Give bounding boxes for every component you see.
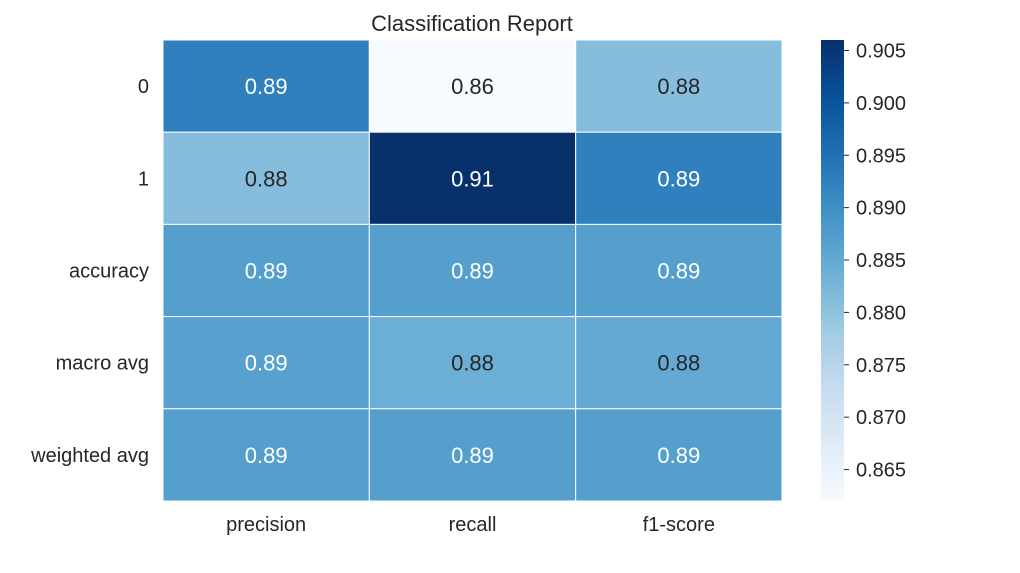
column-label: f1-score [643, 514, 715, 536]
colorbar-tick-label: 0.865 [856, 460, 906, 482]
heatmap-cell [368, 131, 577, 225]
colorbar-tick-label: 0.880 [856, 302, 906, 324]
cell-annotation: 0.89 [245, 74, 288, 99]
cell-annotation: 0.89 [245, 259, 288, 284]
colorbar-tick-label: 0.895 [856, 145, 906, 167]
cell-annotation: 0.89 [657, 259, 700, 284]
heatmap-cell [368, 223, 577, 318]
heatmap-cell [368, 408, 577, 502]
heatmap-cell [162, 316, 370, 410]
row-label: 0 [138, 76, 149, 98]
heatmap-cell [162, 131, 370, 225]
cell-annotation: 0.86 [451, 74, 494, 99]
cell-annotation: 0.88 [657, 351, 700, 376]
row-label: macro avg [56, 353, 149, 375]
heatmap-cell [162, 39, 370, 133]
cell-annotation: 0.88 [245, 166, 288, 191]
colorbar-tick-label: 0.890 [856, 198, 906, 220]
cell-annotation: 0.89 [657, 166, 700, 191]
colorbar-tick-label: 0.870 [856, 407, 906, 429]
cell-annotation: 0.88 [451, 351, 494, 376]
row-labels: 0 1 accuracy macro avg weighted avg [30, 76, 149, 467]
chart-title: Classification Report [371, 11, 573, 36]
heatmap-cell [368, 39, 577, 133]
heatmap-cell [575, 408, 783, 502]
column-label: recall [449, 514, 497, 536]
row-label: 1 [138, 168, 149, 190]
column-label: precision [226, 514, 306, 536]
cell-annotation: 0.89 [451, 443, 494, 468]
heatmap-cell [575, 131, 783, 225]
row-label: accuracy [69, 261, 149, 283]
row-label: weighted avg [30, 445, 149, 467]
heatmap-cell [575, 316, 783, 410]
heatmap-cell [162, 408, 370, 502]
colorbar-tick-label: 0.900 [856, 93, 906, 115]
cell-annotation: 0.91 [451, 166, 494, 191]
colorbar-tick-label: 0.885 [856, 250, 906, 272]
cell-annotation: 0.89 [245, 443, 288, 468]
colorbar-tick-label: 0.905 [856, 40, 906, 62]
cell-annotation: 0.89 [451, 259, 494, 284]
cell-annotations: 0.89 0.86 0.88 0.88 0.91 0.89 0.89 0.89 0.89 0.89… [245, 74, 700, 468]
cell-annotation: 0.89 [657, 443, 700, 468]
colorbar-gradient [821, 40, 844, 501]
column-labels: precision recall f1-score [226, 514, 715, 536]
colorbar-tick-label: 0.875 [856, 355, 906, 377]
heatmap-cells [162, 39, 783, 502]
heatmap-cell [575, 39, 783, 133]
cell-annotation: 0.89 [245, 351, 288, 376]
colorbar: 0.865 0.870 0.875 0.880 0.885 0.890 0.895 0.900… [821, 40, 906, 501]
cell-annotation: 0.88 [657, 74, 700, 99]
